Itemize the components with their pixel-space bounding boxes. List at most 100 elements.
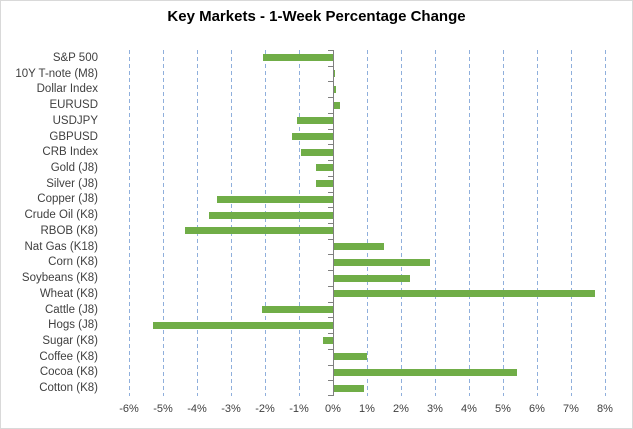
- chart-bar: [333, 274, 410, 282]
- axis-tick: [327, 270, 333, 272]
- chart-bar: [263, 54, 333, 62]
- category-label: Nat Gas (K18): [24, 240, 99, 253]
- gridline: [400, 50, 402, 396]
- chart-bar: [333, 243, 384, 251]
- chart-bar: [292, 133, 333, 140]
- chart-bar: [333, 384, 364, 392]
- chart-bar: [333, 101, 340, 109]
- x-axis-label: 5%: [495, 403, 511, 415]
- axis-tick: [327, 81, 333, 83]
- chart-bar: [333, 368, 517, 376]
- axis-tick: [327, 364, 333, 366]
- category-label: Cocoa (K8): [39, 366, 98, 379]
- category-label: Gold (J8): [50, 161, 98, 174]
- axis-tick: [327, 395, 333, 396]
- axis-tick: [327, 128, 333, 130]
- category-label: 10Y T-note (M8): [15, 67, 98, 80]
- category-label: Cotton (K8): [39, 382, 98, 395]
- axis-tick: [327, 333, 333, 335]
- axis-tick: [327, 144, 333, 146]
- gridline: [502, 50, 504, 396]
- x-axis-label: 7%: [563, 403, 579, 415]
- gridline: [468, 50, 470, 396]
- chart-bar: [217, 195, 333, 203]
- chart-bar: [333, 258, 430, 266]
- x-axis-label: -4%: [187, 403, 207, 415]
- category-label: Wheat (K8): [39, 287, 98, 300]
- category-label: Dollar Index: [36, 83, 98, 96]
- axis-tick: [327, 238, 333, 240]
- gridline: [604, 50, 606, 396]
- x-axis-label: -6%: [119, 403, 139, 415]
- x-axis-label: 3%: [427, 403, 443, 415]
- axis-tick: [327, 191, 333, 193]
- x-axis-label: -5%: [153, 403, 173, 415]
- axis-tick: [327, 301, 333, 303]
- category-axis: S&P 500 10Y T-note (M8) Dollar Index EURUSD…: [1, 50, 98, 396]
- category-label: Hogs (J8): [48, 319, 98, 332]
- chart-bar: [152, 321, 333, 329]
- category-label: Copper (J8): [37, 193, 98, 206]
- chart-bar: [300, 148, 333, 156]
- category-label: Sugar (K8): [42, 334, 98, 347]
- chart-bar: [297, 117, 333, 125]
- zero-axis-line: [332, 50, 334, 396]
- x-axis-label: -1%: [289, 403, 309, 415]
- x-axis-label: 8%: [597, 403, 613, 415]
- chart-bar: [316, 180, 333, 188]
- x-axis-label: 0%: [325, 403, 341, 415]
- chart-bar: [322, 337, 333, 345]
- gridline: [298, 50, 300, 396]
- gridline: [162, 50, 164, 396]
- axis-tick: [327, 317, 333, 319]
- chart-bar: [261, 306, 333, 313]
- category-label: Coffee (K8): [39, 350, 98, 363]
- gridline: [230, 50, 232, 396]
- chart-bar: [333, 353, 367, 361]
- axis-tick: [327, 223, 333, 224]
- category-label: GBPUSD: [49, 130, 98, 143]
- gridline: [536, 50, 538, 396]
- axis-tick: [327, 348, 333, 350]
- x-axis-label: -2%: [255, 403, 275, 415]
- axis-tick: [327, 65, 333, 67]
- category-label: Crude Oil (K8): [24, 209, 99, 222]
- chart-bar: [333, 85, 337, 93]
- axis-tick: [327, 112, 333, 114]
- category-label: S&P 500: [52, 51, 98, 64]
- axis-tick: [327, 254, 333, 256]
- category-label: CRB Index: [42, 146, 98, 159]
- axis-tick: [327, 207, 333, 209]
- category-label: Cattle (J8): [44, 303, 98, 316]
- x-axis-label: 6%: [529, 403, 545, 415]
- category-label: Corn (K8): [48, 256, 98, 269]
- plot-area: [128, 50, 606, 396]
- category-label: Silver (J8): [46, 177, 98, 190]
- gridline: [434, 50, 436, 396]
- chart-bar: [316, 164, 333, 172]
- axis-tick: [327, 380, 333, 382]
- x-axis-label: -3%: [221, 403, 241, 415]
- chart-bar: [333, 290, 595, 298]
- axis-tick: [327, 50, 333, 51]
- value-axis: -6% -5% -4% -3% -2% -1% 0% 1% 2% 3% 4% 5% 6% 7% 8%: [119, 402, 613, 418]
- chart-bar: [208, 211, 333, 219]
- axis-tick: [327, 97, 333, 99]
- gridline: [196, 50, 198, 396]
- category-label: EURUSD: [49, 99, 98, 112]
- chart-bar: [333, 70, 335, 78]
- gridline: [570, 50, 572, 396]
- axis-tick: [327, 285, 333, 287]
- category-label: USDJPY: [52, 114, 98, 127]
- category-label: Soybeans (K8): [21, 272, 98, 285]
- chart-title: Key Markets - 1-Week Percentage Change: [167, 8, 466, 25]
- x-axis-label: 1%: [359, 403, 375, 415]
- chart-bar: [185, 227, 333, 235]
- x-axis-label: 2%: [393, 403, 409, 415]
- category-label: RBOB (K8): [40, 224, 98, 237]
- gridline: [264, 50, 266, 396]
- x-axis-label: 4%: [461, 403, 477, 415]
- gridline: [366, 50, 368, 396]
- axis-tick: [327, 160, 333, 162]
